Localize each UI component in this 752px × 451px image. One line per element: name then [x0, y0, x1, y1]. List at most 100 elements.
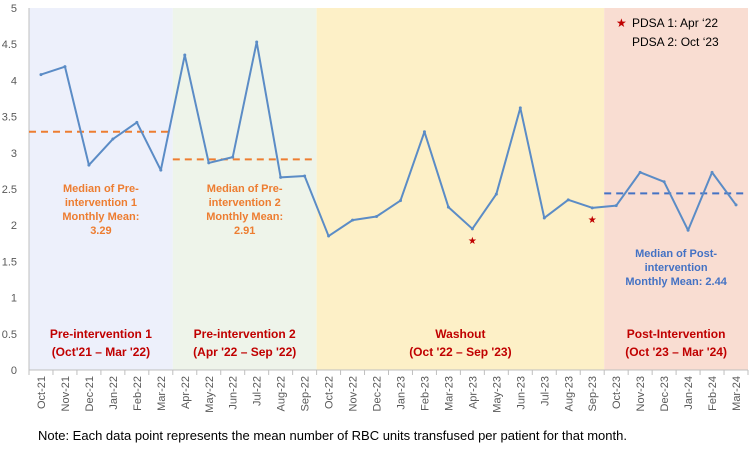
x-tick-label: Jan-23: [395, 376, 407, 410]
phase-band-2: [316, 8, 605, 370]
data-point: [470, 227, 474, 231]
y-tick-label: 2: [11, 220, 17, 232]
y-tick-label: 4.5: [2, 39, 17, 51]
phase-band-0: [29, 8, 173, 370]
y-tick-label: 3.5: [2, 112, 17, 124]
y-tick-label: 1.5: [2, 256, 17, 268]
x-tick-label: Nov-22: [348, 376, 360, 411]
x-tick-label: Jan-22: [108, 376, 120, 410]
x-tick-label: Aug-23: [563, 376, 575, 411]
pdsa-star-icon-1: ★: [588, 215, 597, 226]
median-annotation-1: Median of Pre-: [207, 183, 283, 195]
x-tick-label: Mar-24: [731, 376, 743, 411]
data-point: [207, 161, 211, 165]
x-tick-label: Dec-22: [372, 376, 384, 411]
phase-label-2: Washout: [435, 327, 485, 341]
data-point: [63, 65, 67, 69]
x-tick-label: Feb-22: [132, 376, 144, 411]
median-annotation-0: Median of Pre-: [63, 183, 139, 195]
data-point: [87, 163, 91, 167]
data-point: [111, 137, 115, 141]
series-line-0: [40, 41, 737, 238]
data-point: [159, 168, 163, 172]
phase-bands: [29, 8, 748, 370]
x-tick-label: May-22: [204, 376, 216, 413]
y-tick-label: 2.5: [2, 184, 17, 196]
phase-label-0: Pre-intervention 1: [50, 327, 152, 341]
x-tick-label: Oct-23: [611, 376, 623, 409]
legend-pdsa2: PDSA 2: Oct ‘23: [632, 35, 719, 49]
phase-band-1: [172, 8, 317, 370]
x-tick-label: Jul-22: [252, 376, 264, 406]
y-tick-label: 0: [11, 365, 17, 377]
pdsa-markers: ★★: [468, 215, 597, 247]
x-tick-label: Dec-23: [659, 376, 671, 411]
x-tick-label: Jan-24: [683, 376, 695, 410]
data-point: [39, 73, 43, 77]
phase-label-1: Pre-intervention 2: [194, 327, 296, 341]
x-tick-label: Feb-24: [707, 376, 719, 411]
median-annotation-0: 3.29: [90, 225, 111, 237]
median-annotation-2: intervention: [645, 262, 708, 274]
x-tick-label: Oct-21: [36, 376, 48, 409]
median-annotation-1: intervention 2: [209, 197, 281, 209]
median-annotation-0: intervention 1: [65, 197, 137, 209]
phase-label-3: Post-Intervention: [627, 327, 726, 341]
phase-range-1: (Apr '22 – Sep '22): [193, 345, 296, 359]
phase-band-3: [604, 8, 748, 370]
x-tick-label: Jun-22: [228, 376, 240, 410]
legend: ★ PDSA 1: Apr ‘22 PDSA 2: Oct ‘23: [616, 16, 719, 49]
data-point: [135, 120, 139, 124]
y-tick-label: 1: [11, 293, 17, 305]
x-tick-label: Jul-23: [539, 376, 551, 406]
x-tick-label: May-23: [491, 376, 503, 413]
axes: 0 0.5 1 1.5 2 2.5 3 3.5 4 4.5 5 Oct-21 Nov-21 Dec-21 J…: [2, 3, 749, 413]
data-point: [734, 203, 738, 207]
data-point: [590, 206, 594, 210]
x-tick-label: Sep-22: [300, 376, 312, 411]
x-tick-label: Mar-23: [443, 376, 455, 411]
data-point: [398, 199, 402, 203]
x-tick-label: Nov-21: [60, 376, 72, 411]
x-tick-label: Aug-22: [276, 376, 288, 411]
chart-svg: 0 0.5 1 1.5 2 2.5 3 3.5 4 4.5 5 Oct-21 Nov-21 Dec-21 J…: [2, 3, 749, 413]
data-point: [710, 170, 714, 174]
data-point: [231, 155, 235, 159]
median-annotation-1: Monthly Mean:: [206, 211, 283, 223]
data-point: [327, 234, 331, 238]
x-tick-label: Feb-23: [419, 376, 431, 411]
y-tick-label: 5: [11, 3, 17, 15]
median-annotation-2: Monthly Mean: 2.44: [625, 276, 727, 288]
y-tick-label: 0.5: [2, 329, 17, 341]
x-tick-label: Apr-22: [180, 376, 192, 409]
x-tick-label: Apr-23: [467, 376, 479, 409]
data-point: [303, 174, 307, 178]
data-point: [255, 40, 259, 44]
pdsa-star-icon-0: ★: [468, 236, 477, 247]
data-point: [686, 228, 690, 232]
phase-range-2: (Oct '22 – Sep '23): [409, 345, 511, 359]
median-annotation-2: Median of Post-: [635, 248, 717, 260]
y-tick-label: 3: [11, 148, 17, 160]
x-tick-label: Sep-23: [587, 376, 599, 411]
phase-range-3: (Oct '23 – Mar '24): [625, 345, 727, 359]
x-tick-label: Dec-21: [84, 376, 96, 411]
x-tick-label: Jun-23: [515, 376, 527, 410]
data-point: [566, 198, 570, 202]
x-tick-label: Mar-22: [156, 376, 168, 411]
data-point: [375, 215, 379, 219]
median-annotation-1: 2.91: [234, 225, 255, 237]
data-point: [494, 192, 498, 196]
y-tick-label: 4: [11, 75, 17, 87]
data-point: [614, 204, 618, 208]
data-point: [183, 53, 187, 57]
legend-pdsa1: PDSA 1: Apr ‘22: [632, 16, 718, 30]
median-annotation-0: Monthly Mean:: [62, 211, 139, 223]
data-point: [446, 205, 450, 209]
data-point: [422, 130, 426, 134]
data-point: [518, 106, 522, 110]
footnote: Note: Each data point represents the mea…: [38, 428, 627, 443]
data-point: [279, 175, 283, 179]
data-point: [638, 170, 642, 174]
data-series: [39, 40, 738, 238]
